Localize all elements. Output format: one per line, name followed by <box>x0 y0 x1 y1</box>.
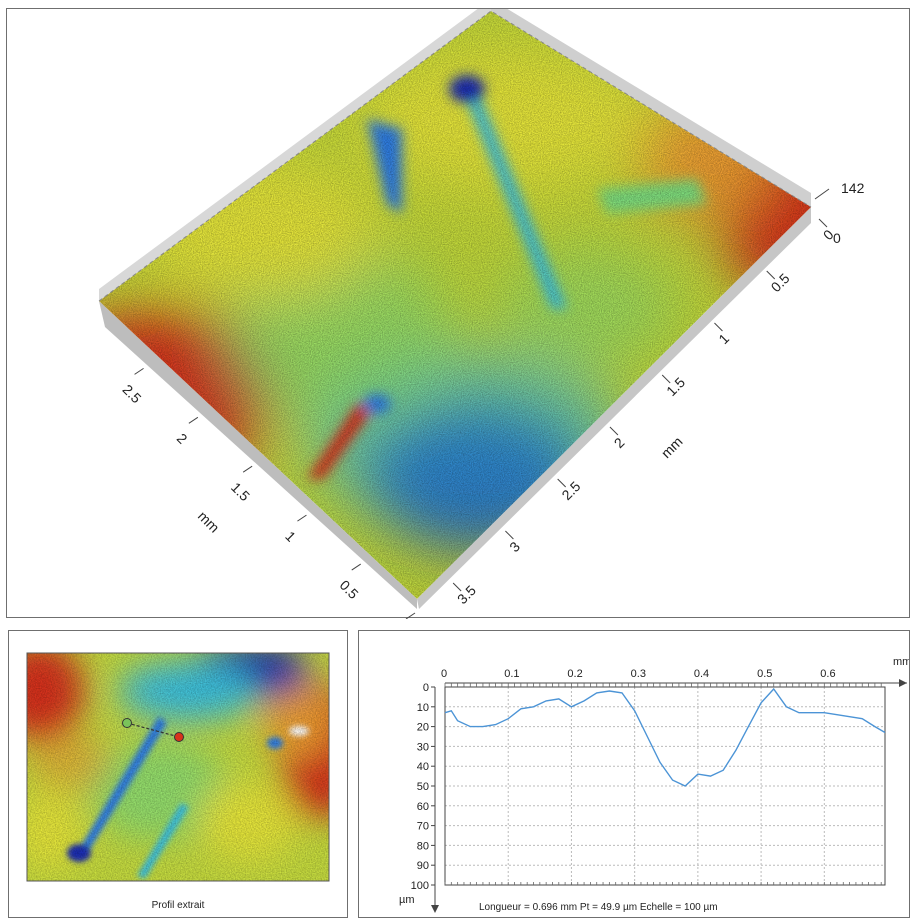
y3d-tick-mark <box>351 563 361 571</box>
topview-caption: Profil extrait <box>151 900 205 911</box>
x3d-tick-label: 1 <box>715 330 732 347</box>
profile-y-tick-label: 50 <box>417 781 429 793</box>
profile-y-tick-label: 100 <box>411 880 429 892</box>
profile-line[interactable] <box>126 722 180 738</box>
topview-panel: Profil extrait <box>8 630 348 918</box>
profile-x-tick-label: 0.5 <box>757 668 772 680</box>
back-wall-right <box>491 0 811 207</box>
profile-chart: 0 0.1 0.2 0.3 0.4 0.5 0.6 0 10 20 30 40 50 60 70 80 90 1… <box>399 656 911 913</box>
profile-y-tick-label: 20 <box>417 722 429 734</box>
profile-panel: 0 0.1 0.2 0.3 0.4 0.5 0.6 0 10 20 30 40 50 60 70 80 90 1… <box>358 630 911 918</box>
profile-x-tick-label: 0.2 <box>567 668 582 680</box>
profile-y-tick-label: 60 <box>417 801 429 813</box>
y3d-tick-mark <box>134 367 144 375</box>
profile-x-tick-label: 0 <box>441 668 447 680</box>
profile-x-tick-label: 0.1 <box>504 668 519 680</box>
profile-x-axis: 0 0.1 0.2 0.3 0.4 0.5 0.6 <box>441 668 836 680</box>
x3d-tick-mark <box>505 530 514 540</box>
topview-map[interactable] <box>9 631 347 891</box>
surface-3d-panel: 00.511.522.533.5mm 00.511.522.5mm 142 0 <box>6 0 910 643</box>
x3d-tick-label: 1.5 <box>663 374 688 399</box>
z-max-label: 142 <box>841 180 865 196</box>
x3d-tick-label: 2 <box>611 434 628 451</box>
profile-frame <box>444 686 886 886</box>
profile-y-unit: µm <box>399 894 415 906</box>
back-wall-left <box>99 0 491 301</box>
x3d-tick-mark <box>452 582 462 592</box>
surface-colormap <box>99 11 811 599</box>
y3d-tick-mark <box>188 416 199 424</box>
x3d-tick-mark <box>661 374 671 384</box>
profile-y-tick-label: 90 <box>417 860 429 872</box>
x3d-tick-mark <box>714 322 723 332</box>
profile-x-unit: mm <box>893 656 909 668</box>
z-min-label: 0 <box>833 230 841 246</box>
profile-x-tick-label: 0.6 <box>820 668 835 680</box>
profile-y-tick-label: 70 <box>417 821 429 833</box>
x-axis-arrow <box>899 679 907 687</box>
y3d-tick-label: 2 <box>174 430 191 447</box>
z-max-tick <box>814 188 830 200</box>
y3d-tick-label: 1.5 <box>228 479 253 504</box>
front-wall-left <box>99 301 417 609</box>
y3d-tick-mark <box>242 465 253 473</box>
profile-series-line <box>444 687 886 787</box>
profile-footer: Longueur = 0.696 mm Pt = 49.9 µm Echelle… <box>479 902 718 913</box>
surface-3d-plot: 00.511.522.533.5mm 00.511.522.5mm 142 0 <box>98 0 865 643</box>
profile-y-tick-label: 0 <box>423 682 429 694</box>
y3d-tick-mark <box>297 514 307 522</box>
x3d-tick-label: 0.5 <box>768 270 793 295</box>
profile-y-tick-label: 40 <box>417 761 429 773</box>
profile-y-tick-label: 30 <box>417 741 429 753</box>
y3d-tick-mark <box>405 612 416 620</box>
y3d-tick-label: 2.5 <box>119 381 144 406</box>
front-wall-right <box>417 207 811 609</box>
profile-start-handle[interactable] <box>122 718 132 728</box>
profile-grid <box>444 686 886 886</box>
x3d-axis-label: mm <box>658 433 686 461</box>
y3d-tick-label: 0.5 <box>337 577 362 602</box>
profile-y-tick-label: 10 <box>417 702 429 714</box>
profile-x-tick-label: 0.3 <box>631 668 646 680</box>
x3d-tick-mark <box>557 478 567 488</box>
y3d-tick-label: 1 <box>282 528 299 545</box>
x3d-tick-label: 2.5 <box>558 478 583 503</box>
x3d-tick-mark <box>609 426 619 436</box>
x3d-tick-label: 3.5 <box>454 582 479 607</box>
profile-y-axis: 0 10 20 30 40 50 60 70 80 90 100 <box>411 682 435 892</box>
x3d-tick-mark <box>766 270 776 280</box>
x3d-tick-mark <box>818 218 828 228</box>
profile-axes <box>431 679 907 913</box>
profile-y-tick-label: 80 <box>417 840 429 852</box>
y-axis-arrow <box>431 905 439 913</box>
profile-x-tick-label: 0.4 <box>694 668 709 680</box>
x3d-tick-label: 3 <box>506 538 523 555</box>
profile-end-handle[interactable] <box>174 732 184 742</box>
y3d-axis-label: mm <box>195 508 223 536</box>
